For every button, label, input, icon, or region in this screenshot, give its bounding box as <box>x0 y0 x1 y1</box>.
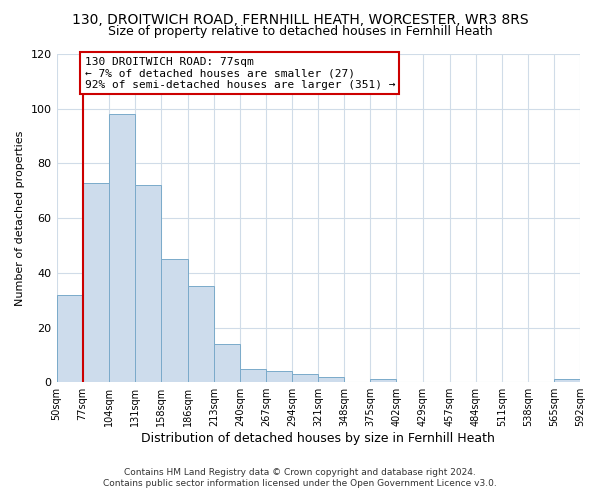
Y-axis label: Number of detached properties: Number of detached properties <box>15 130 25 306</box>
Text: Contains HM Land Registry data © Crown copyright and database right 2024.
Contai: Contains HM Land Registry data © Crown c… <box>103 468 497 487</box>
Text: 130 DROITWICH ROAD: 77sqm
← 7% of detached houses are smaller (27)
92% of semi-d: 130 DROITWICH ROAD: 77sqm ← 7% of detach… <box>85 56 395 90</box>
Bar <box>83 182 109 382</box>
Bar <box>266 372 292 382</box>
Bar <box>214 344 240 382</box>
Text: Size of property relative to detached houses in Fernhill Heath: Size of property relative to detached ho… <box>107 25 493 38</box>
Bar <box>554 380 580 382</box>
Bar <box>109 114 135 382</box>
Bar <box>240 368 266 382</box>
Bar <box>370 380 397 382</box>
Bar <box>292 374 318 382</box>
Bar <box>318 376 344 382</box>
Bar <box>188 286 214 382</box>
Bar <box>161 259 188 382</box>
Bar <box>135 186 161 382</box>
X-axis label: Distribution of detached houses by size in Fernhill Heath: Distribution of detached houses by size … <box>142 432 495 445</box>
Text: 130, DROITWICH ROAD, FERNHILL HEATH, WORCESTER, WR3 8RS: 130, DROITWICH ROAD, FERNHILL HEATH, WOR… <box>71 12 529 26</box>
Bar <box>56 294 83 382</box>
